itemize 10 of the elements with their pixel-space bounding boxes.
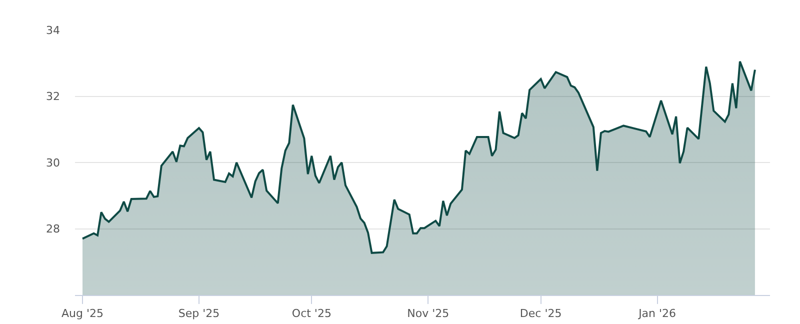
x-tick-label: Nov '25 xyxy=(407,307,450,320)
x-tick-label: Aug '25 xyxy=(62,307,104,320)
y-tick-label: 32 xyxy=(46,90,60,104)
x-tick-label: Oct '25 xyxy=(292,307,332,320)
x-tick-label: Sep '25 xyxy=(178,307,220,320)
y-tick-label: 34 xyxy=(46,24,60,37)
x-tick-label: Dec '25 xyxy=(520,307,562,320)
y-tick-label: 30 xyxy=(46,156,60,170)
y-tick-label: 28 xyxy=(46,222,60,236)
x-tick-label: Jan '26 xyxy=(638,307,676,320)
